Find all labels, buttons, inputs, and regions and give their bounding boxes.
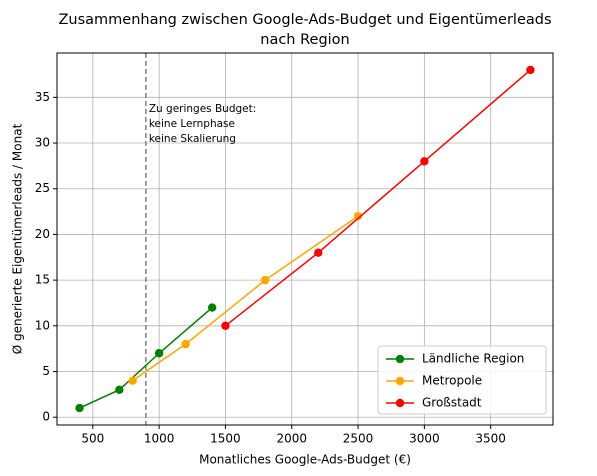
- series-line: [132, 215, 359, 382]
- y-tick-label: 35: [35, 90, 50, 104]
- y-tick-label: 5: [42, 364, 50, 378]
- data-point: [75, 403, 84, 413]
- x-tick-label: 500: [81, 432, 104, 446]
- series-line: [224, 69, 531, 327]
- data-point: [314, 248, 323, 257]
- data-point: [207, 303, 217, 312]
- data-point: [154, 349, 164, 358]
- legend-label: Großstadt: [422, 396, 482, 410]
- y-tick-label: 15: [35, 273, 50, 287]
- data-point: [261, 275, 270, 285]
- y-tick-label: 30: [35, 136, 50, 150]
- series-line: [79, 306, 213, 409]
- axes-frame: [56, 52, 554, 426]
- x-tick-label: 1000: [144, 432, 175, 446]
- legend-marker: [395, 376, 405, 386]
- chart-title: Zusammenhang zwischen Google-Ads-Budget …: [58, 12, 551, 28]
- x-axis-label: Monatliches Google-Ads-Budget (€): [199, 453, 411, 467]
- y-tick-label: 0: [42, 410, 50, 424]
- legend-label: Ländliche Region: [422, 352, 524, 366]
- y-tick-label: 10: [35, 318, 50, 332]
- x-tick-label: 3000: [409, 432, 440, 446]
- data-point: [115, 385, 124, 395]
- y-tick-label: 25: [35, 181, 50, 195]
- x-tick-label: 2000: [276, 432, 307, 446]
- annotation: keine Skalierung: [149, 133, 236, 145]
- x-tick-label: 3500: [475, 432, 506, 446]
- data-point: [181, 339, 190, 349]
- chart-title: nach Region: [260, 32, 350, 48]
- legend-label: Metropole: [422, 374, 482, 388]
- y-axis-label: Ø generierte Eigentümerleads / Monat: [11, 123, 25, 354]
- annotation: Zu geringes Budget:: [149, 103, 256, 115]
- legend-marker: [395, 354, 405, 364]
- x-tick-label: 2500: [343, 432, 374, 446]
- legend-marker: [395, 398, 405, 408]
- data-point: [128, 376, 137, 385]
- x-tick-label: 1500: [210, 432, 241, 446]
- annotation: keine Lernphase: [149, 118, 235, 130]
- data-point: [420, 157, 429, 166]
- data-point: [353, 211, 363, 221]
- legend-box: [377, 345, 547, 415]
- y-tick-label: 20: [35, 227, 50, 241]
- data-point: [526, 65, 535, 75]
- data-point: [221, 321, 230, 331]
